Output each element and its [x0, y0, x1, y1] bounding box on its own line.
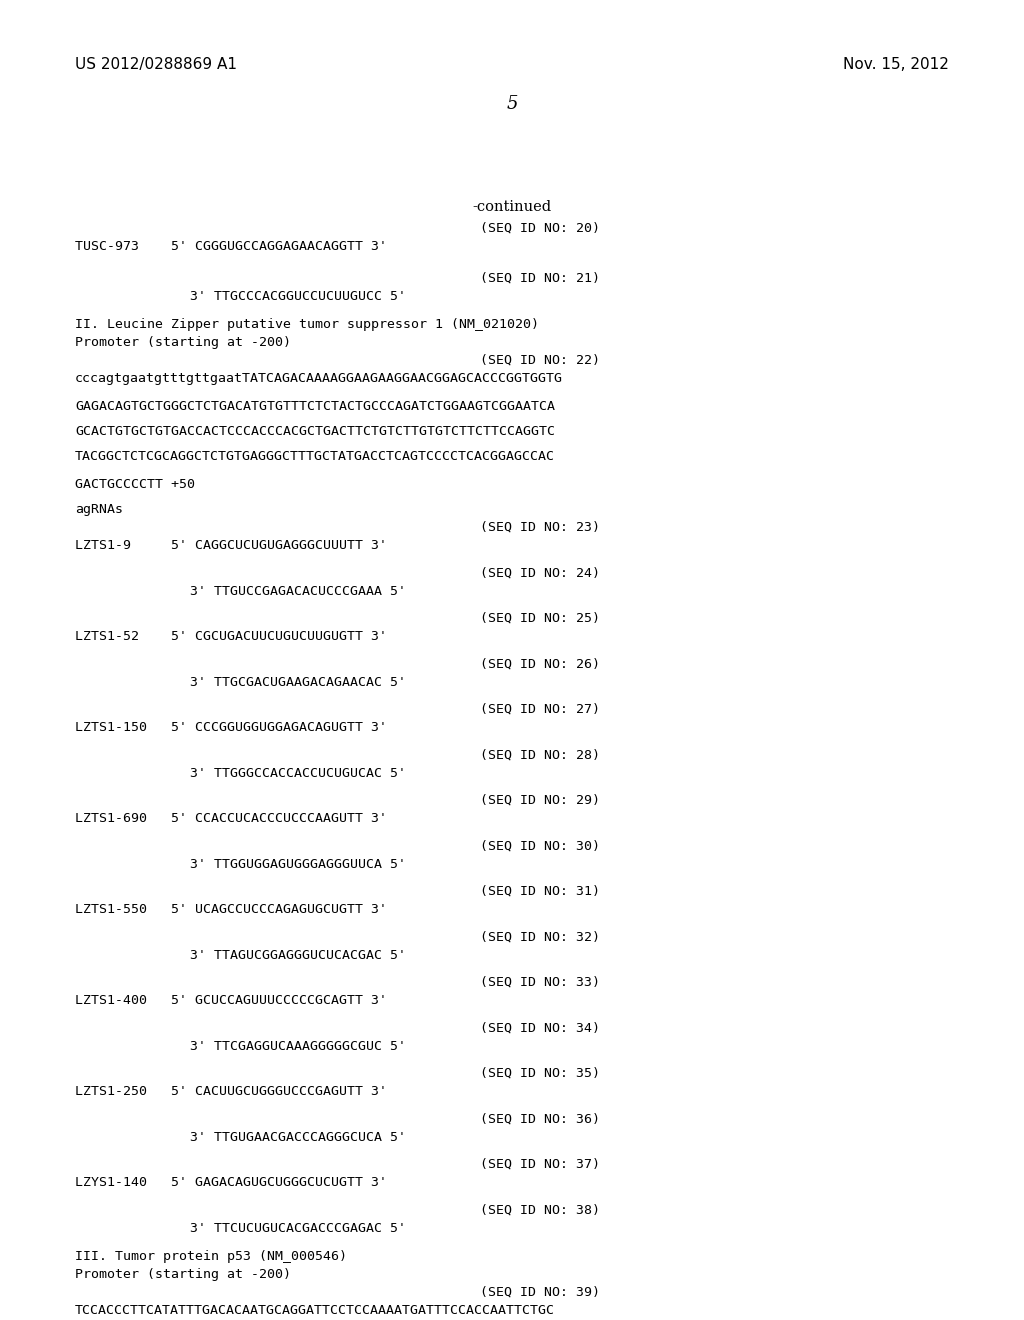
Text: Promoter (starting at -200): Promoter (starting at -200): [75, 1269, 291, 1280]
Text: II. Leucine Zipper putative tumor suppressor 1 (NM_021020): II. Leucine Zipper putative tumor suppre…: [75, 318, 539, 331]
Text: US 2012/0288869 A1: US 2012/0288869 A1: [75, 57, 237, 73]
Text: (SEQ ID NO: 28): (SEQ ID NO: 28): [480, 748, 600, 762]
Text: (SEQ ID NO: 22): (SEQ ID NO: 22): [480, 354, 600, 367]
Text: 3' TTCUCUGUCACGACCCGAGAC 5': 3' TTCUCUGUCACGACCCGAGAC 5': [190, 1222, 406, 1236]
Text: (SEQ ID NO: 32): (SEQ ID NO: 32): [480, 931, 600, 944]
Text: (SEQ ID NO: 21): (SEQ ID NO: 21): [480, 272, 600, 285]
Text: GCACTGTGCTGTGACCACTCCCACCCACGCTGACTTCTGTCTTGTGTCTTCTTCCAGGTC: GCACTGTGCTGTGACCACTCCCACCCACGCTGACTTCTGT…: [75, 425, 555, 438]
Text: TACGGCTCTCGCAGGCTCTGTGAGGGCTTTGCTATGACCTCAGTCCCCTCACGGAGCCAC: TACGGCTCTCGCAGGCTCTGTGAGGGCTTTGCTATGACCT…: [75, 450, 555, 463]
Text: 5: 5: [506, 95, 518, 114]
Text: LZTS1-690   5' CCACCUCACCCUCCCAAGUTT 3': LZTS1-690 5' CCACCUCACCCUCCCAAGUTT 3': [75, 812, 387, 825]
Text: agRNAs: agRNAs: [75, 503, 123, 516]
Text: III. Tumor protein p53 (NM_000546): III. Tumor protein p53 (NM_000546): [75, 1250, 347, 1263]
Text: (SEQ ID NO: 27): (SEQ ID NO: 27): [480, 704, 600, 715]
Text: -continued: -continued: [472, 201, 552, 214]
Text: 3' TTAGUCGGAGGGUCUCACGAC 5': 3' TTAGUCGGAGGGUCUCACGAC 5': [190, 949, 406, 962]
Text: 3' TTGCGACUGAAGACAGAACAC 5': 3' TTGCGACUGAAGACAGAACAC 5': [190, 676, 406, 689]
Text: (SEQ ID NO: 30): (SEQ ID NO: 30): [480, 840, 600, 853]
Text: GAGACAGTGCTGGGCTCTGACATGTGTTTCTCTACTGCCCAGATCTGGAAGTCGGAATCA: GAGACAGTGCTGGGCTCTGACATGTGTTTCTCTACTGCCC…: [75, 400, 555, 413]
Text: LZYS1-140   5' GAGACAGUGCUGGGCUCUGTT 3': LZYS1-140 5' GAGACAGUGCUGGGCUCUGTT 3': [75, 1176, 387, 1189]
Text: LZTS1-9     5' CAGGCUCUGUGAGGGCUUUTT 3': LZTS1-9 5' CAGGCUCUGUGAGGGCUUUTT 3': [75, 539, 387, 552]
Text: GACTGCCCCTT +50: GACTGCCCCTT +50: [75, 478, 195, 491]
Text: LZTS1-52    5' CGCUGACUUCUGUCUUGUGTT 3': LZTS1-52 5' CGCUGACUUCUGUCUUGUGTT 3': [75, 630, 387, 643]
Text: 3' TTGGGCCACCACCUCUGUCAC 5': 3' TTGGGCCACCACCUCUGUCAC 5': [190, 767, 406, 780]
Text: 3' TTGUGAACGACCCAGGGCUCA 5': 3' TTGUGAACGACCCAGGGCUCA 5': [190, 1131, 406, 1144]
Text: (SEQ ID NO: 38): (SEQ ID NO: 38): [480, 1204, 600, 1217]
Text: 3' TTGCCCACGGUCCUCUUGUCC 5': 3' TTGCCCACGGUCCUCUUGUCC 5': [190, 290, 406, 304]
Text: TUSC-973    5' CGGGUGCCAGGAGAACAGGTT 3': TUSC-973 5' CGGGUGCCAGGAGAACAGGTT 3': [75, 240, 387, 253]
Text: LZTS1-250   5' CACUUGCUGGGUCCCGAGUTT 3': LZTS1-250 5' CACUUGCUGGGUCCCGAGUTT 3': [75, 1085, 387, 1098]
Text: (SEQ ID NO: 31): (SEQ ID NO: 31): [480, 884, 600, 898]
Text: (SEQ ID NO: 29): (SEQ ID NO: 29): [480, 795, 600, 807]
Text: cccagtgaatgtttgttgaatTATCAGACAAAAGGAAGAAGGAACGGAGCACCCGGTGGTG: cccagtgaatgtttgttgaatTATCAGACAAAAGGAAGAA…: [75, 372, 563, 385]
Text: Nov. 15, 2012: Nov. 15, 2012: [843, 57, 949, 73]
Text: (SEQ ID NO: 37): (SEQ ID NO: 37): [480, 1158, 600, 1171]
Text: (SEQ ID NO: 34): (SEQ ID NO: 34): [480, 1022, 600, 1035]
Text: LZTS1-400   5' GCUCCAGUUUCCCCCGCAGTT 3': LZTS1-400 5' GCUCCAGUUUCCCCCGCAGTT 3': [75, 994, 387, 1007]
Text: (SEQ ID NO: 25): (SEQ ID NO: 25): [480, 612, 600, 624]
Text: (SEQ ID NO: 26): (SEQ ID NO: 26): [480, 657, 600, 671]
Text: (SEQ ID NO: 36): (SEQ ID NO: 36): [480, 1113, 600, 1126]
Text: (SEQ ID NO: 23): (SEQ ID NO: 23): [480, 521, 600, 535]
Text: (SEQ ID NO: 35): (SEQ ID NO: 35): [480, 1067, 600, 1080]
Text: Promoter (starting at -200): Promoter (starting at -200): [75, 337, 291, 348]
Text: (SEQ ID NO: 20): (SEQ ID NO: 20): [480, 222, 600, 235]
Text: TCCACCCTTCATATTTGACACAATGCAGGATTCCTCCAAAATGATTTCCACCAATTCTGC: TCCACCCTTCATATTTGACACAATGCAGGATTCCTCCAAA…: [75, 1304, 555, 1317]
Text: (SEQ ID NO: 39): (SEQ ID NO: 39): [480, 1286, 600, 1299]
Text: 3' TTGUCCGAGACACUCCCGAAA 5': 3' TTGUCCGAGACACUCCCGAAA 5': [190, 585, 406, 598]
Text: (SEQ ID NO: 33): (SEQ ID NO: 33): [480, 975, 600, 989]
Text: 3' TTCGAGGUCAAAGGGGGCGUC 5': 3' TTCGAGGUCAAAGGGGGCGUC 5': [190, 1040, 406, 1053]
Text: (SEQ ID NO: 24): (SEQ ID NO: 24): [480, 568, 600, 579]
Text: 3' TTGGUGGAGUGGGAGGGUUCA 5': 3' TTGGUGGAGUGGGAGGGUUCA 5': [190, 858, 406, 871]
Text: LZTS1-550   5' UCAGCCUCCCAGAGUGCUGTT 3': LZTS1-550 5' UCAGCCUCCCAGAGUGCUGTT 3': [75, 903, 387, 916]
Text: LZTS1-150   5' CCCGGUGGUGGAGACAGUGTT 3': LZTS1-150 5' CCCGGUGGUGGAGACAGUGTT 3': [75, 721, 387, 734]
